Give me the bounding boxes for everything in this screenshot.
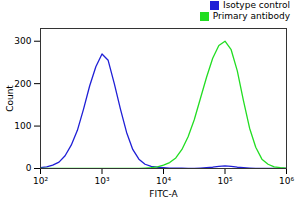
svg-text:10⁵: 10⁵: [217, 176, 232, 186]
svg-text:100: 100: [14, 121, 31, 131]
svg-text:10⁴: 10⁴: [156, 176, 171, 186]
svg-text:0: 0: [26, 163, 32, 173]
svg-text:300: 300: [14, 36, 31, 46]
html-text:Primary antibody: Primary antibody: [212, 11, 290, 21]
svg-text:10⁶: 10⁶: [279, 176, 294, 186]
svg-text:Count: Count: [5, 85, 15, 112]
svg-text:200: 200: [14, 79, 31, 89]
html-text:Isotype control: Isotype control: [223, 0, 290, 10]
svg-text:FITC-A: FITC-A: [149, 189, 178, 199]
svg-text:10³: 10³: [94, 176, 109, 186]
svg-text:10²: 10²: [33, 176, 48, 186]
